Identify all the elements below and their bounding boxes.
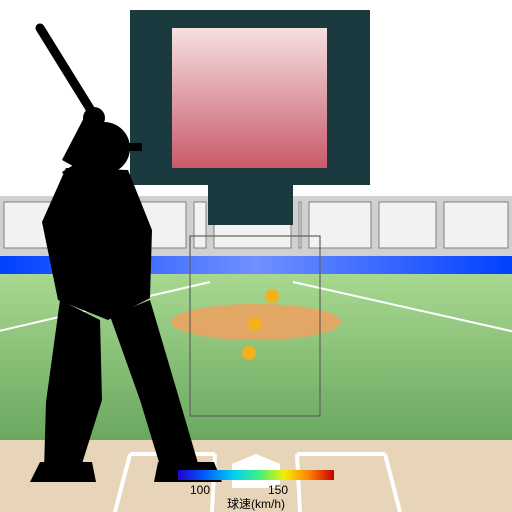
batter-back-foot xyxy=(30,462,96,482)
wall-panel xyxy=(444,202,508,248)
pitch-marker xyxy=(265,289,279,303)
legend-tick: 150 xyxy=(268,483,288,497)
helmet-brim xyxy=(118,143,142,151)
wall-panel xyxy=(309,202,371,248)
batter-hands xyxy=(83,107,105,129)
legend-axis-label: 球速(km/h) xyxy=(227,497,285,511)
wall-panel xyxy=(194,202,206,248)
wall-panel xyxy=(299,202,301,248)
scoreboard-screen xyxy=(172,28,327,168)
scoreboard-support xyxy=(208,185,293,225)
legend-colorbar xyxy=(178,470,334,480)
legend-tick: 100 xyxy=(190,483,210,497)
pitch-marker xyxy=(242,346,256,360)
wall-panel xyxy=(379,202,436,248)
batter-torso xyxy=(42,168,152,320)
pitch-marker xyxy=(248,317,262,331)
